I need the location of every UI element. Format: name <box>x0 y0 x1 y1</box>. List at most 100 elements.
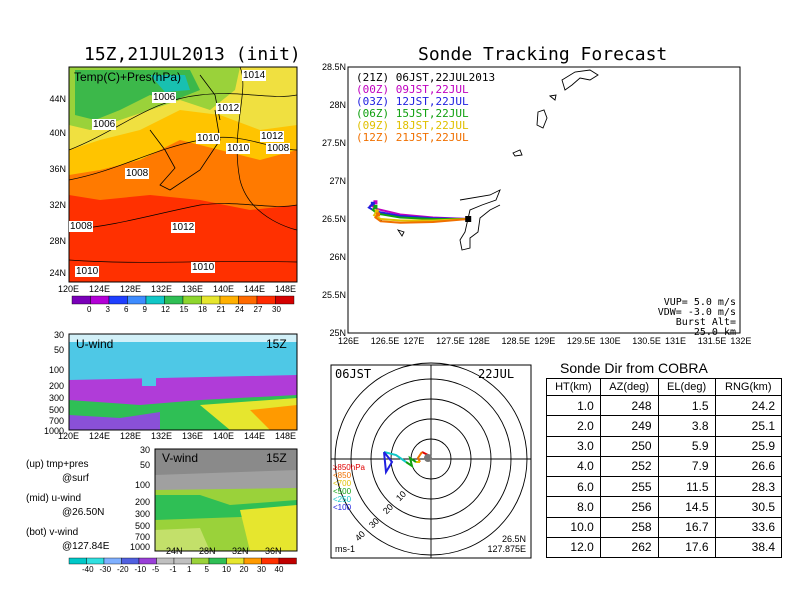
uwind-p-tick: 300 <box>48 393 64 403</box>
table-row: 3.0 250 5.9 25.9 <box>546 435 783 457</box>
table-cell: 12.0 <box>546 536 601 559</box>
temp-colorbar-cell <box>275 295 295 305</box>
wind-scale-tick: 5 <box>204 565 209 574</box>
table-cell: 11.5 <box>657 475 716 498</box>
track-lon-tick: 131E <box>665 336 687 346</box>
uwind-lon-tick: 128E <box>120 431 142 441</box>
temp-colorbar-cell <box>127 295 147 305</box>
wind-colorbar-cell <box>191 557 210 565</box>
uwind-p-tick: 30 <box>53 330 64 340</box>
isobar-label: 1010 <box>75 266 100 277</box>
track-lat-tick: 28N <box>329 100 346 110</box>
polar-legend-entry: <500 <box>333 487 352 496</box>
wind-colorbar-cell <box>226 557 245 565</box>
map-label: Temp(C)+Pres(hPa) <box>74 70 182 84</box>
track-coast <box>377 69 599 251</box>
isobar-label: 1008 <box>69 221 94 232</box>
temp-colorbar-cell <box>201 295 221 305</box>
wind-colorbar-cell <box>121 557 140 565</box>
temp-colorbar <box>71 295 295 305</box>
track-legend-header: (21Z) 06JST,22JUL2013 <box>356 71 496 84</box>
temp-scale-tick: 24 <box>235 305 244 314</box>
uwind-lon-tick: 136E <box>182 431 204 441</box>
temp-colorbar-cell <box>182 295 202 305</box>
temp-scale-tick: 18 <box>198 305 207 314</box>
isobar-label: 1012 <box>216 103 241 114</box>
legend-line-4: @26.50N <box>62 507 105 518</box>
map-lat-tick: 44N <box>49 94 66 104</box>
uwind-lon-tick: 144E <box>244 431 266 441</box>
legend-line-2: @surf <box>62 473 89 484</box>
table-cell: 33.6 <box>714 516 783 538</box>
track-lon-tick: 130E <box>599 336 621 346</box>
table-cell: 2.0 <box>546 415 601 437</box>
map-lat-tick: 40N <box>49 128 66 138</box>
vwind-p-tick: 100 <box>134 480 150 490</box>
temp-colorbar-cell <box>71 295 91 305</box>
track-end-marker <box>374 209 379 214</box>
isobar-label: 1010 <box>196 133 221 144</box>
table-cell: 252 <box>599 455 659 478</box>
vup-text: VUP= 5.0 m/s <box>663 297 736 308</box>
col-ht: HT(km) <box>546 378 601 396</box>
polar-lon: 127.875E <box>487 544 526 554</box>
vwind-p-tick: 500 <box>134 521 150 531</box>
track-params: VUP= 5.0 m/s VDW= -3.0 m/s Burst Alt= 25… <box>646 298 736 338</box>
table-cell: 1.5 <box>657 394 716 417</box>
polar-location: 26.5N 127.875E <box>478 534 526 554</box>
temp-colorbar-cell <box>108 295 128 305</box>
launch-site-marker <box>465 216 472 222</box>
table-row: 12.0 262 17.6 38.4 <box>546 536 783 559</box>
vwind-p-tick: 200 <box>134 497 150 507</box>
track-end-marker <box>370 201 375 206</box>
map-lon-tick: 140E <box>213 284 235 294</box>
track-lon-tick: 127.5E <box>436 336 465 346</box>
table-row: 1.0 248 1.5 24.2 <box>546 394 783 417</box>
track-lon-tick: 128.5E <box>501 336 531 346</box>
track-frame <box>347 66 741 334</box>
temp-scale-tick: 3 <box>105 305 110 314</box>
uwind-p-tick: 200 <box>48 381 64 391</box>
map-lon-tick: 120E <box>58 284 80 294</box>
isobar-label: 1008 <box>125 168 150 179</box>
table-cell: 17.6 <box>657 536 716 559</box>
track-series-line <box>371 206 469 220</box>
temp-colorbar-cell <box>238 295 258 305</box>
table-cell: 8.0 <box>546 496 601 518</box>
table-cell: 262 <box>599 536 659 559</box>
track-lon-tick: 126.5E <box>370 336 400 346</box>
wind-scale-tick: -5 <box>152 565 160 574</box>
track-series-line <box>373 213 469 224</box>
wind-scale-tick: 30 <box>257 565 266 574</box>
vwind-p-tick: 300 <box>134 509 150 519</box>
track-lon-tick: 129.5E <box>566 336 596 346</box>
track-lat-tick: 27N <box>329 176 346 186</box>
table-cell: 4.0 <box>546 455 601 478</box>
table-row: 10.0 258 16.7 33.6 <box>546 516 783 538</box>
polar-lat: 26.5N <box>501 534 526 544</box>
table-cell: 1.0 <box>546 394 601 417</box>
map-lon-tick: 148E <box>275 284 297 294</box>
wind-colorbar-cell <box>208 557 227 565</box>
isobar-label: 1010 <box>226 143 251 154</box>
vwind-lat-tick: 24N <box>166 546 183 556</box>
temp-colorbar-cell <box>256 295 276 305</box>
isobar-label: 1006 <box>92 119 117 130</box>
polar-right-label: 22JUL <box>478 367 515 381</box>
isobar-label: 1012 <box>171 222 196 233</box>
track-legend-entry: (09Z) 18JST,22JUL <box>356 119 469 132</box>
isobar-label: 1012 <box>260 131 285 142</box>
track-lon-tick: 128E <box>468 336 490 346</box>
vwind-lat-tick: 36N <box>265 546 282 556</box>
wind-colorbar-cell <box>156 557 175 565</box>
table-row: 4.0 252 7.9 26.6 <box>546 455 783 478</box>
track-lat-tick: 27.5N <box>321 138 346 148</box>
isobar-label: 1014 <box>242 70 267 81</box>
wind-colorbar-cell <box>103 557 122 565</box>
isobar-label: 1008 <box>266 143 291 154</box>
uwind-p-tick: 700 <box>48 416 64 426</box>
table-cell: 248 <box>599 394 659 417</box>
track-lat-tick: 26N <box>329 252 346 262</box>
map-lon-tick: 136E <box>182 284 204 294</box>
vwind-panel <box>155 449 297 551</box>
